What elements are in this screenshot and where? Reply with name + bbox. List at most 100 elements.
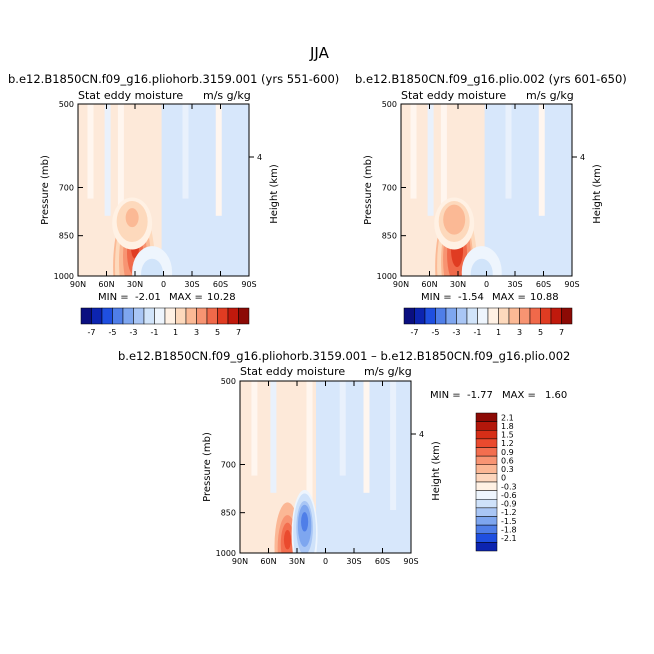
x-tick-label: 90N [393,280,409,289]
colorbar-label: -0.9 [501,500,517,509]
colorbar-label: 0.3 [501,465,514,474]
y-tick-label: 850 [221,509,236,518]
x-tick-label: 60N [260,557,276,566]
field-stripe [410,104,417,199]
y-tick-label: 500 [382,100,397,109]
height-tick-label: 4 [580,153,585,162]
x-tick-label: 90S [564,280,579,289]
colorbar-label: 0.6 [501,456,514,465]
colorbar-label: -3 [453,328,461,337]
panel-left-max-label: MAX = [169,292,203,303]
x-tick-label: 60S [213,280,228,289]
x-tick-label: 90S [403,557,418,566]
colorbar-swatch [475,507,498,517]
x-tick-label: 90N [232,557,248,566]
x-tick-label: 60N [98,280,114,289]
colorbar-swatch [477,307,489,325]
colorbar-label: 2.1 [501,413,514,422]
y-tick-label: 500 [221,377,236,386]
heatmap-left: 90N 60N 30N 0 30S 60S 90S 500 700 850 1000 4 Pressur… [40,100,280,289]
colorbar-swatch [196,307,208,325]
contour-feature [125,208,139,228]
x-tick-label: 60S [536,280,551,289]
x-tick-label: 30S [346,557,361,566]
y-tick-label: 850 [59,232,74,241]
colorbar-swatch [154,307,166,325]
x-tick-label: 0 [161,280,166,289]
contour-feature [301,512,309,532]
colorbar-swatch [561,307,573,325]
contour-feature [447,208,461,228]
colorbar-label: -0.6 [501,491,517,500]
colorbar-label: -1.2 [501,508,517,517]
colorbar-swatch [540,307,552,325]
colorbar-label: 1 [496,328,501,337]
colorbar-swatch [529,307,541,325]
field-stripe [440,104,447,233]
panel-right-max-label: MAX = [492,292,526,303]
colorbar-swatch [475,438,498,448]
colorbar-swatch [475,533,498,543]
colorbar-label: 0 [501,474,506,483]
contour-feature [475,263,489,276]
height-tick-label: 4 [257,153,262,162]
panel-right-min-label: MIN = [421,292,452,303]
panel-left-min-label: MIN = [98,292,129,303]
colorbar-label: -2.1 [501,534,517,543]
colorbar-swatch [435,307,447,325]
y-axis-label: Pressure (mb) [40,155,51,225]
y-tick-label: 700 [59,183,74,192]
colorbar-swatch [164,307,176,325]
field-stripe [339,381,346,476]
heatmap-right: 90N 60N 30N 0 30S 60S 90S 500 700 850 1000 4 Pressur… [363,100,603,289]
colorbar-swatch [112,307,124,325]
panel-right-max-value: 10.88 [530,292,559,303]
x-tick-label: 60S [375,557,390,566]
colorbar-label: 1.2 [501,439,514,448]
colorbar-swatch [475,490,498,500]
colorbar-label: 1 [173,328,178,337]
colorbar-swatch [475,455,498,465]
field-stripe [117,104,124,233]
colorbar-swatch [475,516,498,526]
x-tick-label: 90S [241,280,256,289]
colorbar-label: 5 [538,328,543,337]
colorbar-label: -1 [151,328,159,337]
panel-left-max-value: 10.28 [207,292,236,303]
colorbar-swatch [238,307,250,325]
field-stripe [427,104,434,216]
colorbar-swatch [519,307,531,325]
colorbar-swatch [487,307,499,325]
colorbar-label: 7 [236,328,241,337]
x-tick-label: 30N [450,280,466,289]
colorbar-swatch [475,473,498,483]
x-tick-label: 30S [507,280,522,289]
x-tick-label: 30S [184,280,199,289]
colorbar-label: 3 [194,328,199,337]
colorbar-swatch [456,307,468,325]
y-tick-label: 500 [59,100,74,109]
y-tick-label: 1000 [377,272,397,281]
field-stripe [215,104,222,216]
x-tick-label: 30N [127,280,143,289]
colorbar-swatch [475,464,498,474]
colorbar-swatch [101,307,113,325]
colorbar-label: 1.8 [501,422,514,431]
colorbar-label: -7 [411,328,419,337]
colorbar-swatch [508,307,520,325]
colorbar-swatch [550,307,562,325]
colorbar-swatch [91,307,103,325]
colorbar-swatch [175,307,187,325]
y-tick-label: 850 [382,232,397,241]
panel-right-min-value: -1.54 [458,292,484,303]
colorbar-swatch [475,421,498,431]
colorbar-swatch [424,307,436,325]
colorbar-label: -1.8 [501,525,517,534]
colorbar-swatch [206,307,218,325]
panel-diff-min-label: MIN = [430,390,461,401]
contour-feature [283,530,292,550]
panel-left-subtitle: Stat eddy moisture [78,89,184,102]
colorbar-diff: 2.11.81.51.20.90.60.30-0.3-0.6-0.9-1.2-1… [475,412,517,552]
x-tick-label: 60N [421,280,437,289]
